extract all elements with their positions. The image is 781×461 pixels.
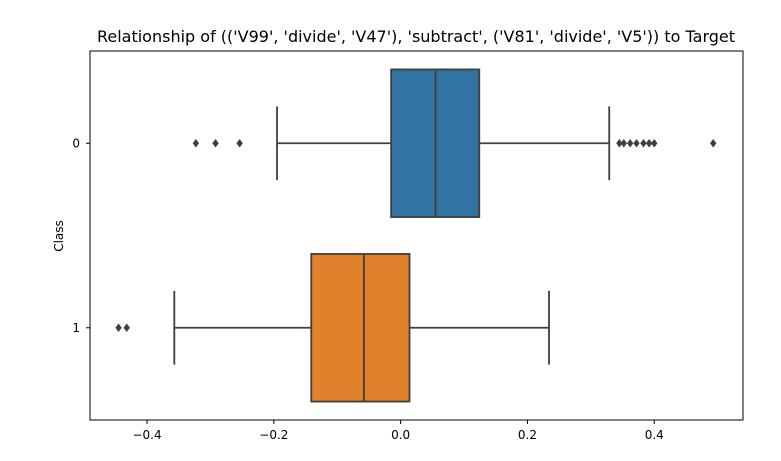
plot-frame bbox=[89, 50, 744, 421]
outlier-point bbox=[626, 139, 634, 148]
outlier-point bbox=[645, 139, 653, 148]
x-tick-label: 0.0 bbox=[391, 428, 410, 442]
outlier-point bbox=[115, 323, 122, 332]
x-tick-label: 0.2 bbox=[518, 428, 537, 442]
x-tick-label: 0.4 bbox=[645, 428, 664, 442]
outlier-point bbox=[616, 139, 623, 148]
x-tick-label: −0.2 bbox=[259, 428, 288, 442]
plot-area bbox=[115, 68, 717, 403]
outlier-point bbox=[640, 139, 647, 148]
y-axis-label: Class bbox=[52, 220, 66, 252]
outlier-point bbox=[192, 139, 200, 148]
iqr-box bbox=[310, 253, 411, 403]
outlier-point bbox=[620, 139, 628, 148]
box-group-class-0 bbox=[192, 68, 717, 218]
y-tick-label: 0 bbox=[72, 136, 80, 150]
outlier-point bbox=[651, 139, 658, 148]
outlier-point bbox=[710, 139, 717, 148]
y-tick-label: 1 bbox=[72, 321, 80, 335]
outlier-point bbox=[236, 139, 243, 148]
outlier-point bbox=[212, 139, 219, 148]
chart-title: Relationship of (('V99', 'divide', 'V47'… bbox=[97, 27, 735, 46]
outlier-point bbox=[633, 139, 640, 148]
x-tick-label: −0.4 bbox=[132, 428, 161, 442]
outlier-point bbox=[123, 323, 130, 332]
box-group-class-1 bbox=[115, 253, 550, 403]
